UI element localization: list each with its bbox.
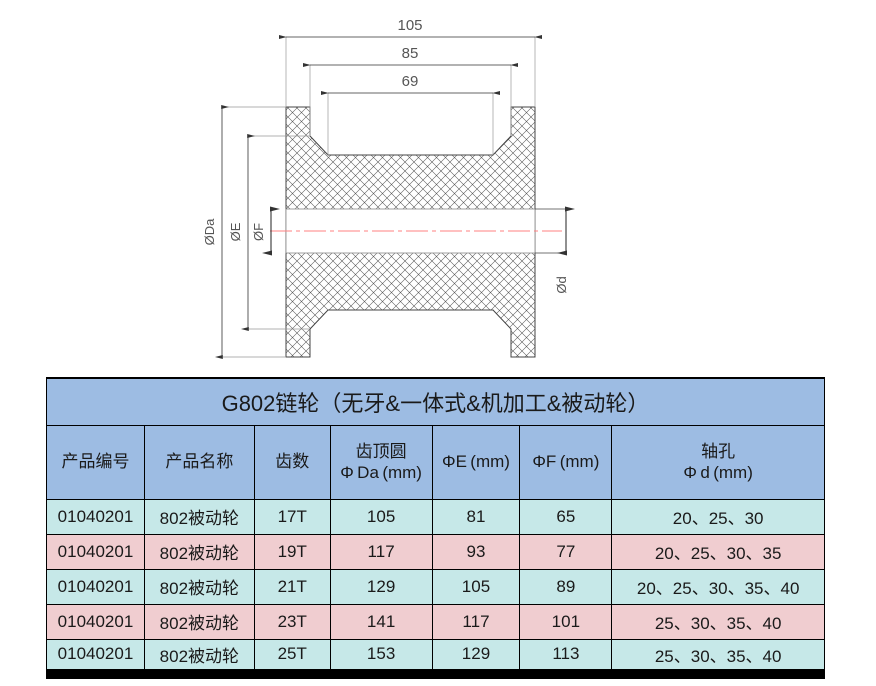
svg-text:ØDa: ØDa: [202, 218, 217, 246]
svg-text:Ød: Ød: [554, 276, 569, 293]
svg-text:105: 105: [397, 17, 422, 34]
svg-text:ØE: ØE: [228, 222, 243, 241]
svg-text:69: 69: [402, 73, 419, 90]
svg-text:85: 85: [402, 45, 419, 62]
svg-text:ØF: ØF: [251, 223, 266, 241]
